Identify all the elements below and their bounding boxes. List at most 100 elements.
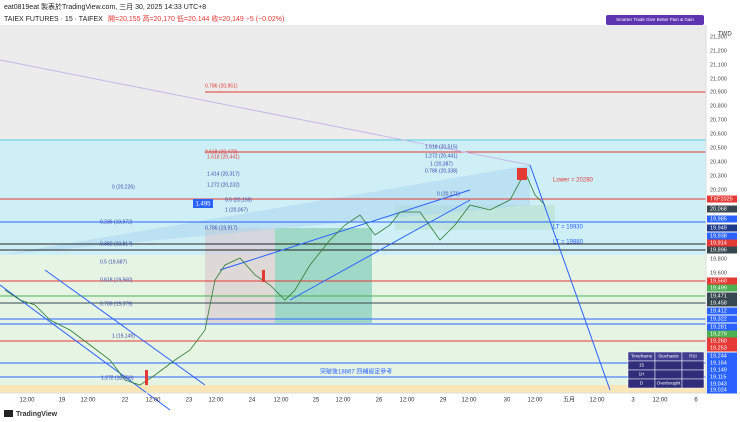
price-label: 19,260 — [710, 338, 727, 344]
time-label: 12:00 — [589, 398, 605, 404]
price-label-bg — [707, 359, 737, 367]
currency: TWD — [718, 32, 732, 38]
price-label: 19,600 — [710, 270, 727, 276]
price-label: 19,024 — [710, 387, 727, 393]
indicator-button[interactable] — [606, 15, 704, 25]
badge — [193, 199, 213, 208]
price-label: 19,914 — [710, 240, 727, 246]
price-label: 20,200 — [710, 187, 727, 193]
price-label: 19,412 — [710, 308, 727, 314]
price-path — [4, 171, 546, 386]
price-label-bg — [707, 323, 737, 331]
time-label: 30 — [504, 398, 511, 404]
time-label: 25 — [313, 398, 320, 404]
price-label: 21,200 — [710, 48, 727, 54]
table-text: 15 — [639, 363, 645, 368]
time-label: 24 — [249, 398, 256, 404]
time-label: 五月 — [563, 397, 575, 404]
time-label: 19 — [59, 398, 66, 404]
fib-label: 1.618 (20,515) — [425, 144, 458, 150]
price-label: 20,800 — [710, 103, 727, 109]
price-label: 19,896 — [710, 247, 727, 253]
fib-label: 0.786 (19,917) — [205, 225, 238, 231]
fib-label: 1.272 (20,232) — [207, 182, 240, 188]
time-label: 6 — [694, 398, 698, 404]
time-label: 12:00 — [335, 398, 351, 404]
price-label-bg — [707, 239, 737, 247]
table-cell — [681, 369, 705, 380]
price-label: 19,149 — [710, 367, 727, 373]
time-label: 12:00 — [80, 398, 96, 404]
signal-table: Timeframe Stochastic RSI 15 1H D Overbought — [627, 351, 705, 389]
price-label: 21,100 — [710, 62, 727, 68]
price-label-bg — [707, 215, 737, 223]
price-label: 19,499 — [710, 285, 727, 291]
fib-label: 0.618 (19,560) — [100, 277, 133, 283]
price-label: 19,949 — [710, 225, 727, 231]
fib-label: 0 (20,171) — [437, 191, 460, 197]
candle — [517, 168, 527, 180]
lower-label: Lower = 20280 — [553, 178, 594, 184]
price-label-bg — [707, 195, 737, 203]
channel-line — [44, 269, 206, 386]
time-label: 12:00 — [399, 398, 415, 404]
table-text: Timeframe — [631, 354, 653, 359]
fib-label: 0.786 (19,379) — [100, 301, 133, 307]
fib-label: 1.272 (20,441) — [425, 153, 458, 159]
time-label: 12:00 — [461, 398, 477, 404]
table-cell — [681, 378, 705, 389]
indicator-button-label[interactable]: Smarter Trade Give Better Pain & Gain — [616, 17, 694, 22]
price-label: 20,300 — [710, 173, 727, 179]
price-label-bg — [707, 246, 737, 254]
logo-icon — [4, 410, 13, 417]
time-label: 29 — [440, 398, 447, 404]
note: 突破後18867 回補設定參考 — [320, 368, 392, 376]
candle — [145, 370, 148, 385]
range-box — [275, 228, 372, 323]
upper-zone — [0, 25, 706, 140]
price-label-bg — [707, 299, 737, 307]
price-label: 19,115 — [710, 374, 726, 380]
time-label: 3 — [631, 398, 635, 404]
price-label-bg — [707, 344, 737, 352]
price-label: 20,400 — [710, 159, 727, 165]
candles — [145, 168, 527, 385]
price-label: 19,938 — [710, 233, 727, 239]
fib-label: 0.786 (20,338) — [425, 168, 458, 174]
trend-line — [0, 59, 531, 166]
fib-label: 1 (19,149) — [112, 333, 135, 339]
time-label: 12:00 — [208, 398, 224, 404]
table-text: Stochastic — [658, 354, 680, 359]
price-label-bg — [707, 386, 737, 394]
price-label-bg — [707, 292, 737, 300]
price-label-bg — [707, 224, 737, 232]
symbol: TAIEX FUTURES · 15 · TAIFEX — [4, 16, 103, 23]
price-label-bg — [707, 284, 737, 292]
price-label: 20,700 — [710, 117, 727, 123]
price-label: 19,800 — [710, 256, 727, 262]
attribution: eat0819eat 製表於TradingView.com, 三月 30, 20… — [4, 2, 206, 11]
price-label: 19,253 — [710, 345, 727, 351]
lt-label: LT = 19880 — [553, 240, 584, 246]
price-label: 19,279 — [710, 331, 727, 337]
fib-label: 0.236 (19,972) — [100, 219, 133, 225]
price-label-bg — [707, 315, 737, 323]
price-label: 21,000 — [710, 76, 727, 82]
price-label-bg — [707, 366, 737, 374]
price-label-bg — [707, 307, 737, 315]
time-label: 12:00 — [527, 398, 543, 404]
price-label: 19,985 — [710, 216, 727, 222]
fib-label: 0.618 (20,470) — [205, 149, 238, 155]
table-cell — [654, 369, 683, 380]
trend-line — [529, 164, 611, 391]
price-label: 21,300 — [710, 34, 727, 40]
price-label-bg — [707, 277, 737, 285]
fib-label: 0.5 (20,156) — [225, 197, 252, 203]
price-label-bg — [707, 380, 737, 388]
channel-line — [289, 199, 471, 301]
fib-label: 1.618 (20,441) — [207, 154, 240, 160]
time-label: 22 — [122, 398, 129, 404]
fib-label: 0.786 (20,951) — [205, 83, 238, 89]
price-label-bg — [707, 205, 737, 213]
